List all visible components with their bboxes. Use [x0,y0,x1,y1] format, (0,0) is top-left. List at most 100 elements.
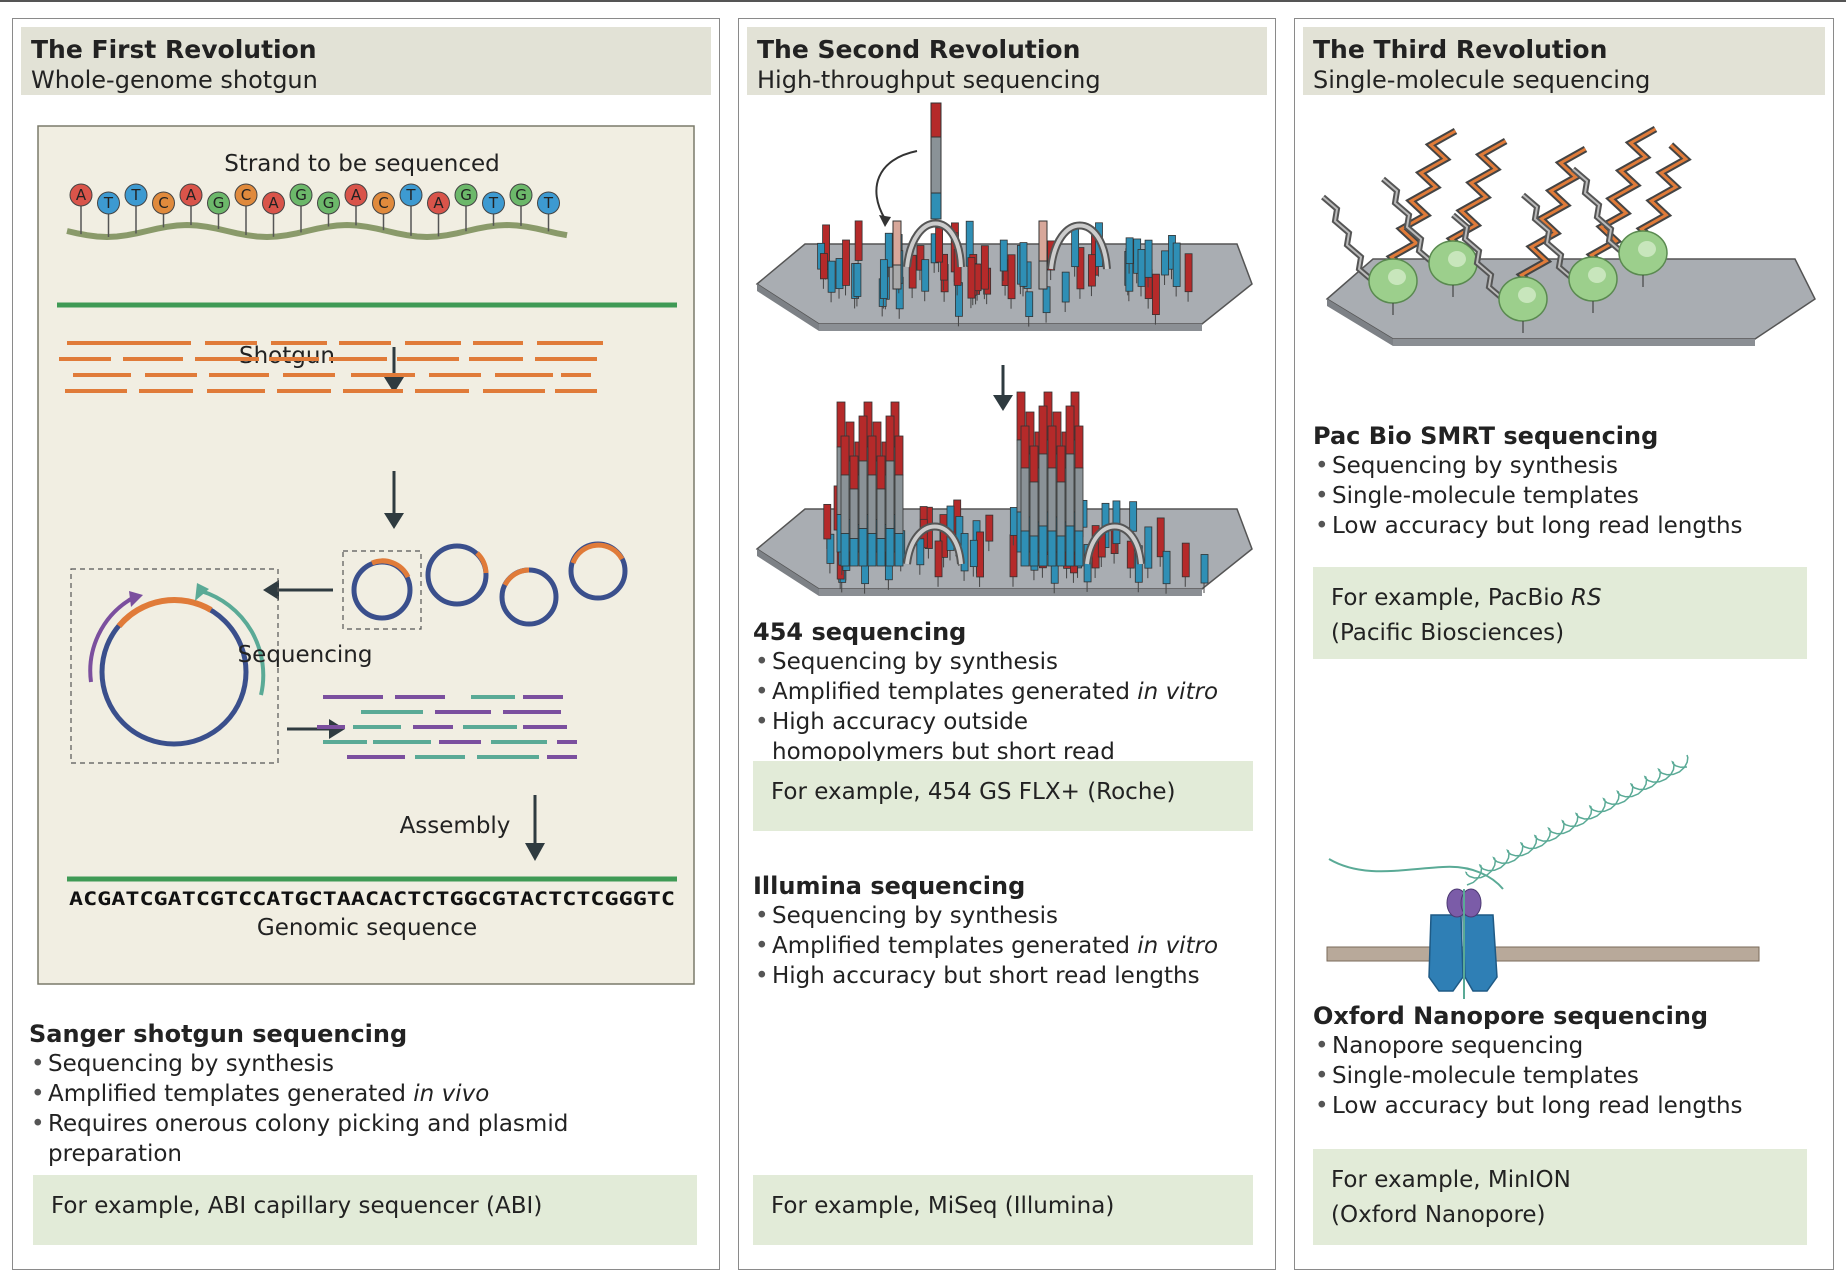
amplified-strand-core [867,474,877,534]
list-item: Sequencing by synthesis [1313,451,1813,481]
cluster-oligo [1161,250,1169,276]
method-name: Sanger shotgun sequencing [29,1020,408,1048]
nucleotide-bead [97,191,120,215]
amplified-strand-base [1029,535,1039,567]
dna-fragment [473,341,523,345]
cluster-oligo [1137,249,1146,287]
amplified-strand-base [885,528,895,567]
amplified-strand-base [849,538,859,567]
method-name: Pac Bio SMRT sequencing [1313,422,1659,450]
bridge-arc-inner [1085,524,1143,565]
amplified-strand-core [840,474,850,534]
shotgun-label: Shotgun [239,343,335,369]
polymerase-highlight [1588,267,1606,283]
flowcell-diagram [755,102,1253,596]
example-box: For example, MiSeq (Illumina) [753,1175,1253,1245]
panel-third-revolution: The Third Revolution Single-molecule seq… [1294,18,1834,1270]
sequence-read [439,740,481,744]
nucleotide-bead [234,183,258,207]
nucleotide-letter: T [130,186,141,204]
sequence-read [361,710,423,714]
nucleotide-bead [152,191,175,215]
amplified-strand-core [1020,467,1030,532]
bridge-strands [892,219,1111,290]
sequence-read [347,755,405,759]
nucleotide-bead [509,183,533,207]
example-text: For example, MinION [1331,1167,1571,1193]
template-strand-tail-core [1522,194,1574,280]
genomic-sequence: ACGATCGATCGTCCATGCTAACACTCTGGCGTACTCTCGG… [69,888,675,910]
amplified-strand [1038,405,1048,455]
nucleotide-bead [454,183,478,207]
amplified-strand [894,435,904,476]
dna-fragment [133,341,191,345]
cluster-oligo [1156,517,1165,558]
amplified-strand-core [1038,453,1048,527]
dna-fragment [429,373,481,377]
plasmids [342,541,628,630]
dna-fragment [145,373,197,377]
incoming-strand [875,102,942,227]
dna-fragment [65,389,127,393]
polymerase-highlight [1518,287,1536,303]
dna-fragment [139,389,193,393]
cluster-oligo [835,258,844,290]
example-text: (Pacific Biosciences) [1331,620,1565,646]
cluster-oligo [1009,507,1018,536]
amplified-strand-core [1047,467,1057,532]
amplified-strand-base [894,533,904,567]
dna-fragment [469,357,523,361]
polymerase-highlight [1638,241,1656,257]
amplified-strand [1074,425,1084,469]
example-text: For example, 454 GS FLX+ (Roche) [771,779,1176,805]
panel-header: The Third Revolution Single-molecule seq… [1303,27,1825,95]
cluster-oligo [999,239,1008,272]
bullet-list: Nanopore sequencing Single-molecule temp… [1313,1031,1813,1121]
cluster-oligo [853,263,862,297]
method-name: 454 sequencing [753,618,967,646]
amplified-strand-core [1056,481,1066,537]
example-text: For example, MiSeq (Illumina) [771,1193,1115,1219]
sequence-read [547,755,577,759]
nucleotide-bead [262,191,285,215]
nucleotide-letter: C [241,186,251,204]
amplified-strand-core [1074,467,1084,532]
amplified-strand-core [876,488,886,539]
cluster-oligo [1144,526,1153,569]
amplified-strand-base [1047,530,1057,567]
list-item: Requires onerous colony picking and plas… [29,1109,705,1169]
dna-fragment [351,373,415,377]
cluster-oligo [1112,500,1121,545]
cluster-oligo [1042,286,1051,314]
list-item: Sequencing by synthesis [29,1049,705,1079]
amplified-strand-core [894,474,904,534]
cluster-oligo [854,220,863,261]
cluster-oligo [916,245,925,271]
down-arrow-icon [525,795,545,861]
list-item: Single-molecule templates [1313,1061,1813,1091]
dna-fragment [405,341,461,345]
assembly-label: Assembly [400,813,511,839]
list-item: Single-molecule templates [1313,481,1813,511]
cluster-oligo [1025,291,1034,317]
sequence-read [373,740,431,744]
cluster-oligo [955,282,963,317]
cluster-oligo [934,540,943,578]
sequencing-plasmid [70,568,279,764]
cluster-oligo [985,514,994,542]
sequencing-label: Sequencing [238,642,373,668]
sequence-read [353,725,401,729]
template-strand-tail-core [1322,196,1374,282]
cluster-oligo [884,232,893,268]
sequence-read [471,695,515,699]
method-name: Illumina sequencing [753,872,1026,900]
dna-fragment [271,341,327,345]
fragments-orange [59,341,603,393]
nanopore-diagram [1326,754,1760,999]
polymerase-highlight [1448,251,1466,267]
nucleotide-letter: A [268,194,279,212]
bullet-list: Sequencing by synthesis Amplified templa… [753,901,1263,991]
method-sanger: Sanger shotgun sequencing Sequencing by … [29,1019,705,1169]
cluster-oligo [935,227,944,263]
method-illumina: Illumina sequencing Sequencing by synthe… [753,871,1263,991]
